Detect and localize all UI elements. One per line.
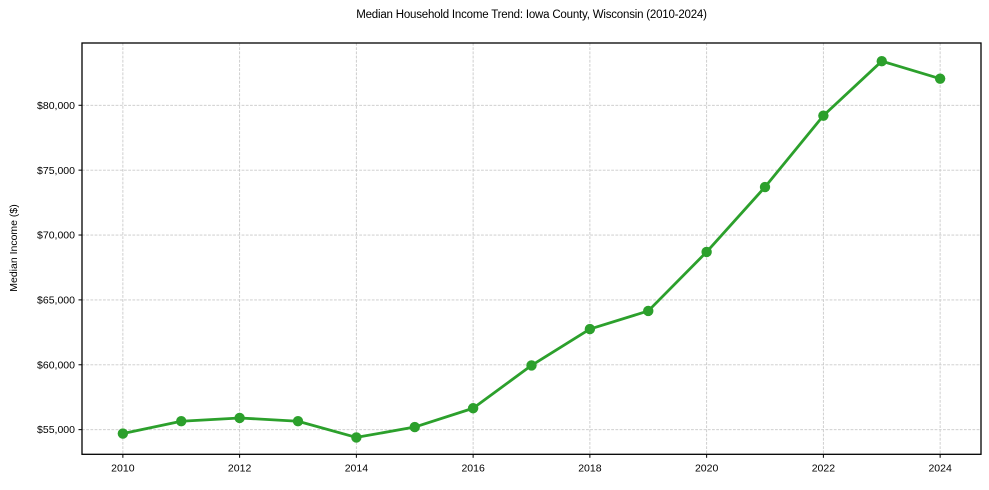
x-tick-label: 2016 <box>461 462 485 474</box>
x-tick-label: 2020 <box>695 462 719 474</box>
data-point-2023 <box>876 55 887 67</box>
data-point-2024 <box>934 73 946 84</box>
data-point-2010 <box>117 428 129 439</box>
y-tick-label: $80,000 <box>37 100 75 112</box>
data-point-2011 <box>176 416 187 427</box>
x-tick-label: 2022 <box>812 462 836 474</box>
income-trend-line <box>121 59 942 439</box>
data-point-2015 <box>409 421 420 433</box>
x-tick-label: 2012 <box>228 462 252 474</box>
y-tick-label: $65,000 <box>37 295 75 307</box>
x-tick-label: 2010 <box>111 462 135 474</box>
y-tick-label: $55,000 <box>37 424 75 436</box>
data-point-2022 <box>818 110 829 121</box>
y-tick-label: $60,000 <box>37 359 75 371</box>
data-point-2019 <box>643 305 654 317</box>
x-tick-label: 2024 <box>928 462 952 474</box>
data-point-2012 <box>234 412 245 424</box>
plot-border <box>81 42 982 455</box>
y-tick-label: $75,000 <box>37 165 75 177</box>
data-point-2018 <box>584 323 596 335</box>
x-tick-label: 2018 <box>578 462 602 474</box>
x-tick-label: 2014 <box>345 462 369 474</box>
chart-title: Median Household Income Trend: Iowa Coun… <box>356 9 707 21</box>
data-point-2020 <box>701 246 712 258</box>
data-point-2017 <box>526 360 537 371</box>
y-tick-label: $70,000 <box>37 230 75 242</box>
data-point-2014 <box>351 432 362 443</box>
data-point-2016 <box>467 403 479 414</box>
data-point-2021 <box>759 181 771 193</box>
data-point-2013 <box>292 416 304 427</box>
